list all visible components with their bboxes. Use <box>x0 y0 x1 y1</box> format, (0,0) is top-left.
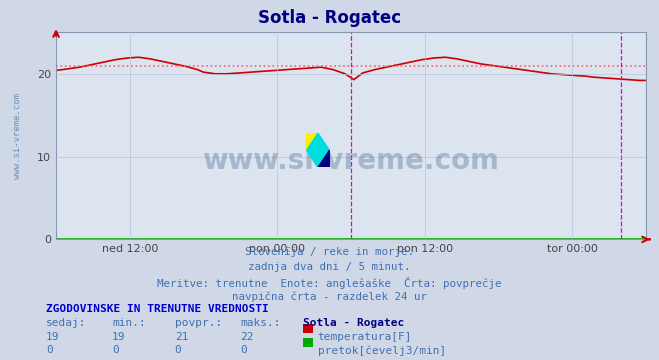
Text: 0: 0 <box>46 345 53 355</box>
Text: Slovenija / reke in morje.: Slovenija / reke in morje. <box>245 247 414 257</box>
Polygon shape <box>318 150 330 167</box>
Text: Meritve: trenutne  Enote: anglešaške  Črta: povprečje: Meritve: trenutne Enote: anglešaške Črta… <box>158 277 501 289</box>
Text: sedaj:: sedaj: <box>46 318 86 328</box>
Text: www.si-vreme.com: www.si-vreme.com <box>13 93 22 179</box>
Polygon shape <box>306 133 330 167</box>
Text: 0: 0 <box>112 345 119 355</box>
Text: 0: 0 <box>175 345 181 355</box>
Text: maks.:: maks.: <box>241 318 281 328</box>
Text: navpična črta - razdelek 24 ur: navpična črta - razdelek 24 ur <box>232 292 427 302</box>
Text: Sotla - Rogatec: Sotla - Rogatec <box>303 318 405 328</box>
Text: 19: 19 <box>46 332 59 342</box>
Text: pretok[čevelj3/min]: pretok[čevelj3/min] <box>318 345 446 356</box>
Text: temperatura[F]: temperatura[F] <box>318 332 412 342</box>
Text: Sotla - Rogatec: Sotla - Rogatec <box>258 9 401 27</box>
Text: 0: 0 <box>241 345 247 355</box>
Text: 22: 22 <box>241 332 254 342</box>
Text: zadnja dva dni / 5 minut.: zadnja dva dni / 5 minut. <box>248 262 411 272</box>
Text: min.:: min.: <box>112 318 146 328</box>
Text: www.si-vreme.com: www.si-vreme.com <box>202 147 500 175</box>
Text: ZGODOVINSKE IN TRENUTNE VREDNOSTI: ZGODOVINSKE IN TRENUTNE VREDNOSTI <box>46 304 269 314</box>
Polygon shape <box>306 133 318 150</box>
Text: 19: 19 <box>112 332 125 342</box>
Text: 21: 21 <box>175 332 188 342</box>
Text: povpr.:: povpr.: <box>175 318 222 328</box>
